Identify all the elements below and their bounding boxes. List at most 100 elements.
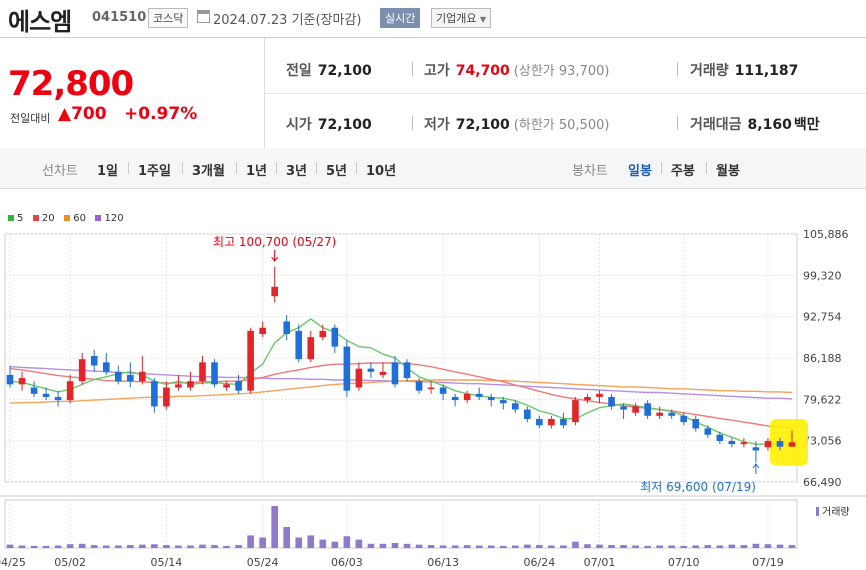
- candle-body: [524, 409, 531, 419]
- volume-bar: [271, 506, 278, 548]
- x-tick-label: 04/25: [0, 556, 26, 569]
- volume-bar: [451, 545, 459, 548]
- candle-body: [788, 442, 796, 447]
- volume-bar: [211, 545, 218, 548]
- period-3m[interactable]: 3개월: [192, 164, 225, 179]
- y-tick-label: 92,754: [803, 311, 842, 324]
- candle-body: [30, 387, 38, 394]
- volume-bar: [415, 544, 423, 548]
- candle-body: [331, 327, 339, 347]
- period-1y[interactable]: 1년: [246, 164, 268, 179]
- period-3y[interactable]: 3년: [286, 164, 308, 179]
- volume-bar: [307, 535, 315, 548]
- volume-bar: [283, 527, 291, 548]
- candle-body: [475, 393, 483, 397]
- volume-bar: [499, 545, 507, 548]
- candle-body: [78, 359, 86, 382]
- x-tick-label: 06/13: [427, 556, 459, 569]
- divider: [412, 62, 413, 76]
- volume-label: 거래량: [822, 506, 850, 518]
- x-tick-label: 06/03: [331, 556, 363, 569]
- day-high-label: 고가: [424, 63, 450, 79]
- period-1d[interactable]: 1일: [97, 164, 119, 179]
- volume-bar: [331, 541, 339, 548]
- candle-body: [439, 387, 447, 394]
- candle-body: [632, 406, 639, 413]
- y-tick-label: 66,490: [803, 476, 842, 489]
- x-tick-label: 07/19: [752, 556, 784, 569]
- candle-body: [752, 447, 760, 451]
- volume-bar: [78, 543, 86, 548]
- volume-bar: [223, 545, 230, 548]
- legend-ma120: 120: [95, 213, 124, 224]
- candle-body: [295, 330, 303, 360]
- volume-bar: [524, 544, 531, 548]
- candle-body: [584, 396, 591, 401]
- candle-chart-label: 봉차트: [572, 164, 608, 179]
- candle-body: [367, 368, 375, 372]
- candle-daily[interactable]: 일봉: [628, 164, 652, 179]
- divider: [677, 62, 678, 76]
- volume-bar: [656, 545, 663, 548]
- volume-bar: [343, 536, 351, 548]
- volume-bar: [608, 545, 615, 548]
- candle-body: [319, 330, 327, 338]
- high-annotation: 최고 100,700 (05/27): [213, 235, 336, 249]
- candle-body: [704, 428, 712, 435]
- candle-body: [6, 374, 14, 385]
- volume-bar: [6, 544, 14, 548]
- y-tick-label: 86,188: [803, 352, 842, 365]
- volume-bar: [572, 541, 579, 548]
- volume-bar: [151, 544, 158, 548]
- y-tick-label: 105,886: [803, 228, 849, 241]
- candle-body: [740, 442, 748, 445]
- volume-bar: [295, 537, 303, 548]
- volume-bar: [487, 545, 495, 548]
- volume-bar: [30, 545, 38, 548]
- day-low: 저가 72,100 (하한가 50,500): [424, 114, 609, 134]
- volume-bar: [54, 545, 62, 548]
- candle-body: [764, 441, 772, 448]
- volume-label: 거래량: [690, 63, 729, 79]
- candle-monthly[interactable]: 월봉: [716, 164, 740, 179]
- period-5y[interactable]: 5년: [326, 164, 348, 179]
- volume-legend-swatch: [816, 507, 819, 516]
- change-label: 전일대비: [10, 112, 51, 125]
- open-price-value: 72,100: [317, 117, 372, 133]
- low-annotation: 최저 69,600 (07/19): [640, 480, 756, 494]
- candle-body: [102, 362, 110, 372]
- candle-body: [776, 441, 784, 447]
- volume-bar: [114, 545, 122, 548]
- y-tick-label: 99,320: [803, 269, 842, 282]
- period-10y[interactable]: 10년: [366, 164, 397, 179]
- volume-bar: [259, 537, 266, 548]
- volume-bar: [319, 539, 327, 548]
- candle-body: [271, 286, 278, 297]
- volume-bar: [560, 545, 567, 548]
- candle-body: [223, 384, 230, 388]
- candle-body: [90, 356, 98, 366]
- candle-body: [283, 321, 291, 335]
- candle-body: [403, 362, 411, 379]
- legend-ma60: 60: [64, 213, 86, 224]
- day-high-value: 74,700: [455, 63, 510, 79]
- volume-bar: [692, 545, 700, 548]
- period-1w[interactable]: 1주일: [138, 164, 171, 179]
- legend-ma20: 20: [32, 213, 55, 224]
- day-high: 고가 74,700 (상한가 93,700): [424, 60, 609, 80]
- candle-weekly[interactable]: 주봉: [671, 164, 695, 179]
- volume-bar: [475, 545, 483, 548]
- company-overview-button[interactable]: 기업개요 ▼: [431, 8, 492, 28]
- x-tick-label: 05/02: [54, 556, 86, 569]
- ma-legend: 5 20 60 120: [8, 213, 124, 224]
- realtime-button[interactable]: 실시간: [380, 8, 421, 28]
- candle-body: [391, 362, 399, 385]
- x-tick-label: 07/01: [584, 556, 616, 569]
- volume-bar: [42, 545, 50, 548]
- candle-body: [692, 418, 700, 429]
- volume-bar: [90, 545, 98, 548]
- volume-bar: [439, 545, 447, 548]
- candle-body: [596, 393, 603, 397]
- volume-bar: [126, 545, 134, 548]
